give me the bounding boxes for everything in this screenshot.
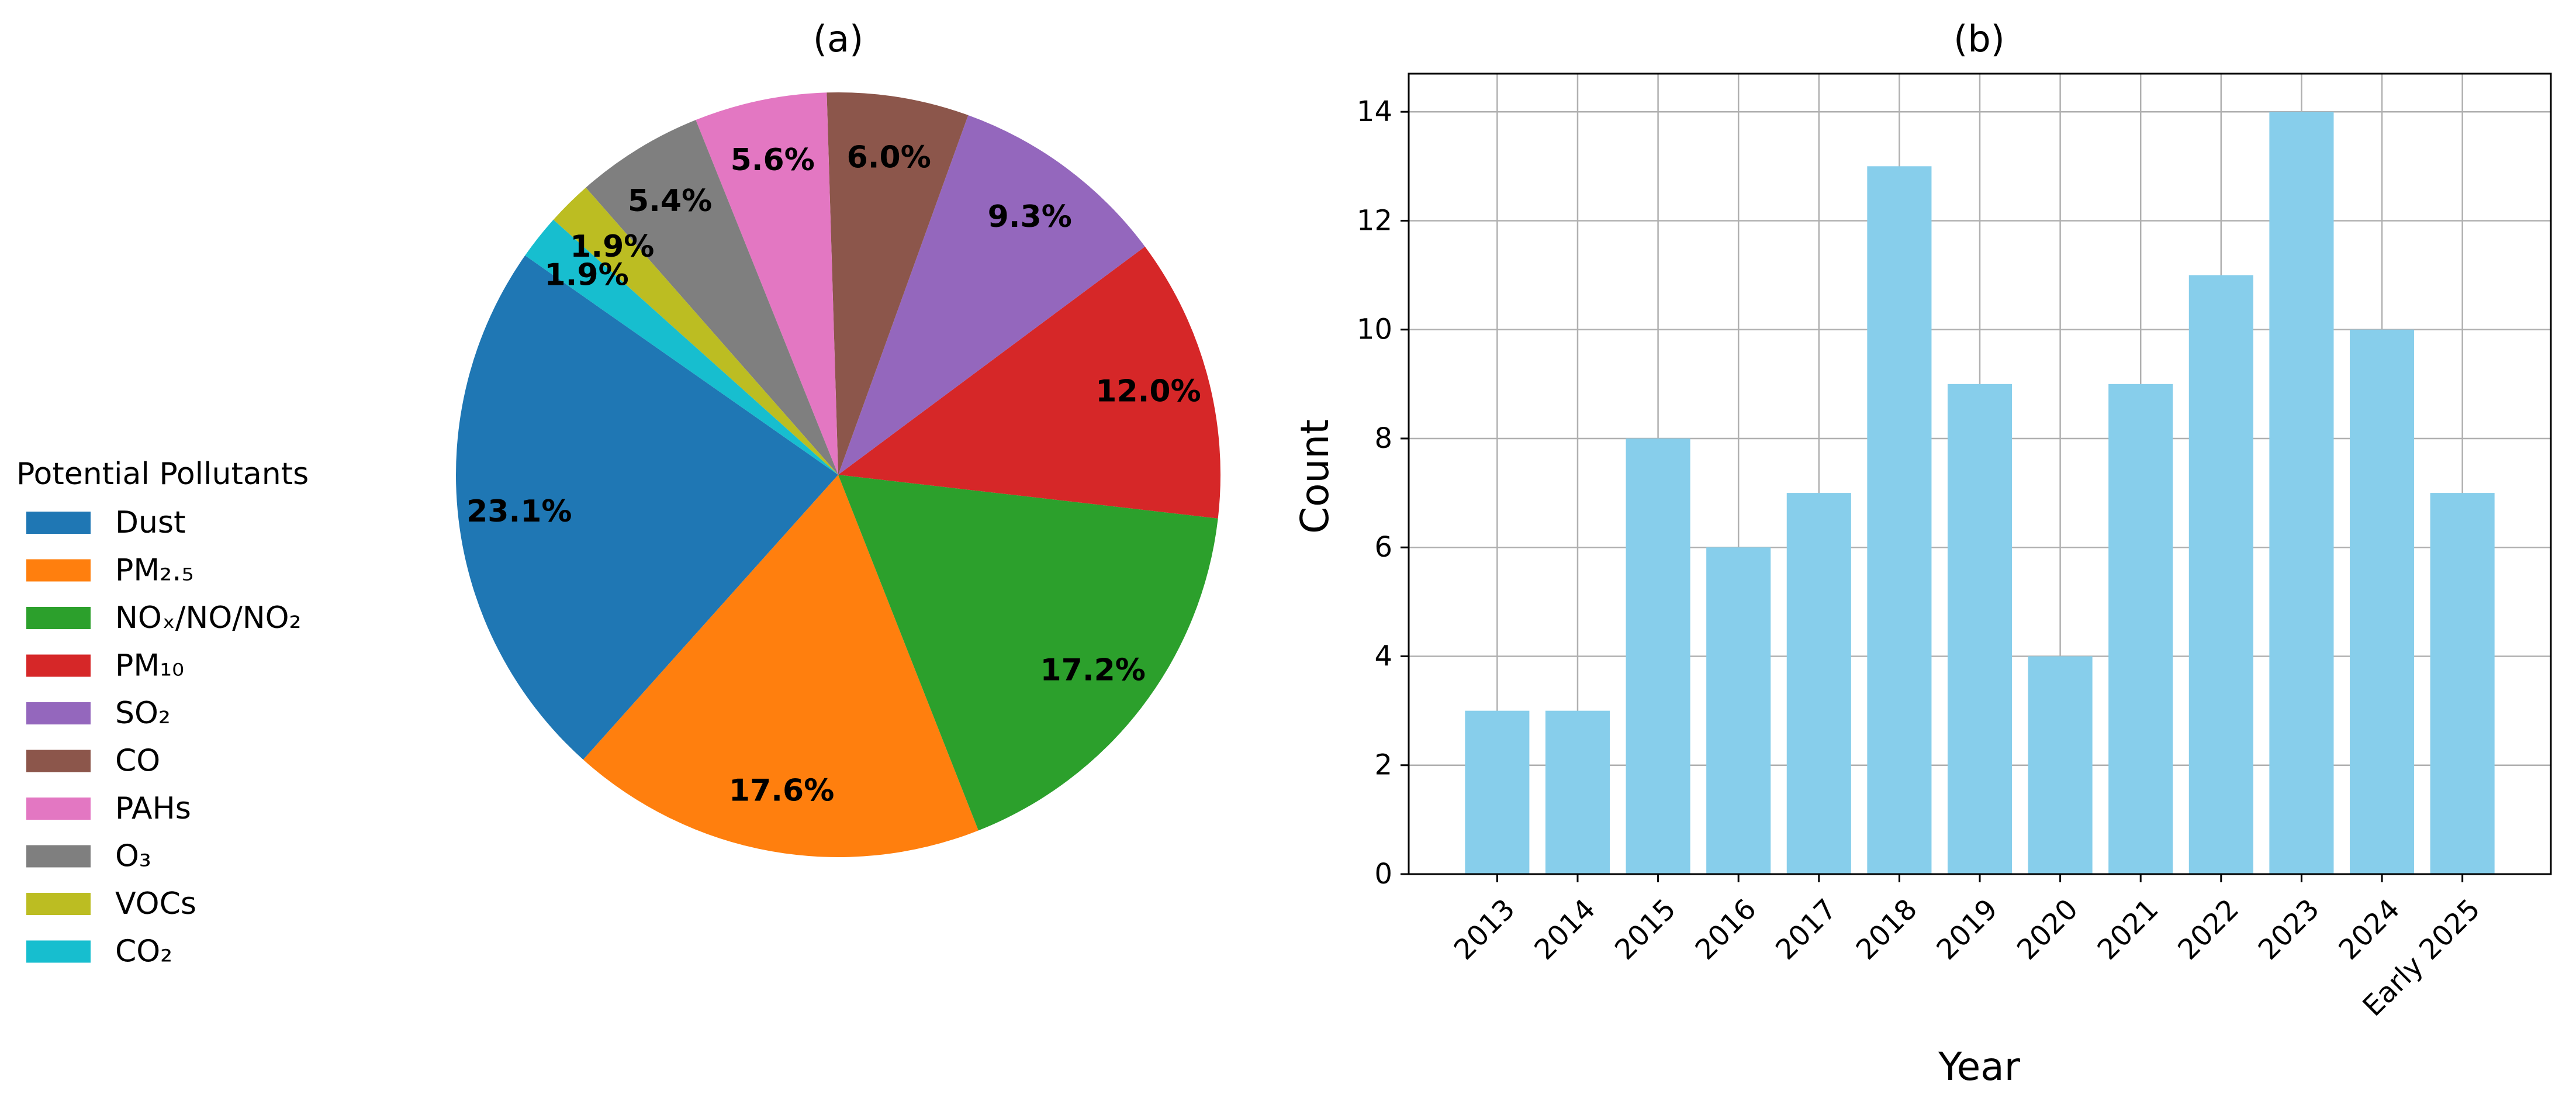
bar-2017 <box>1786 493 1851 874</box>
bar-2013 <box>1465 710 1530 874</box>
bar-2021 <box>2108 384 2173 874</box>
x-tick-label-2017: 2017 <box>1769 893 1843 966</box>
legend-label-co: CO <box>115 744 160 779</box>
legend-title: Potential Pollutants <box>16 457 309 492</box>
x-tick-label-2015: 2015 <box>1609 893 1682 966</box>
bar-2015 <box>1626 438 1690 874</box>
y-tick-label: 12 <box>1357 204 1392 237</box>
pie-chart-panel: (a) 23.1% 17.6% 17.2% 12.0% 9.3% 6.0% 5.6% 5.4%… <box>16 18 1221 969</box>
pie-label-so2: 9.3% <box>988 199 1072 234</box>
x-axis-ticks: 2013 2014 2015 2016 2017 2018 2019 2020 2021 2022… <box>1448 874 2487 1023</box>
legend-label-pm10: PM₁₀ <box>115 648 184 684</box>
pie-slice-vocs <box>553 187 838 475</box>
legend-label-dust: Dust <box>115 505 185 540</box>
y-tick-label: 0 <box>1374 858 1392 890</box>
bar-chart-panel: (b) 0 2 4 6 8 10 12 14 2013 2014 2015 2016 2017 2018… <box>1292 18 2552 1089</box>
bar-2023 <box>2269 112 2334 875</box>
pie-slice-nox-no-no2 <box>838 475 1218 831</box>
y-tick-label: 14 <box>1357 95 1392 128</box>
pie-slice-dust <box>455 255 838 760</box>
pie-slice-pm10 <box>838 246 1221 519</box>
bar-series <box>1465 112 2495 875</box>
x-tick-label-2018: 2018 <box>1850 893 1924 966</box>
pie-label-vocs: 1.9% <box>570 229 654 264</box>
pie-slice-labels: 23.1% 17.6% 17.2% 12.0% 9.3% 6.0% 5.6% 5.4% 1.9%… <box>466 140 1201 809</box>
bar-2016 <box>1706 547 1771 874</box>
y-axis-ticks: 0 2 4 6 8 10 12 14 <box>1357 95 1409 890</box>
legend-swatch-o3 <box>26 845 91 868</box>
legend-label-nox-no-no2: NOₓ/NO/NO₂ <box>115 600 301 636</box>
pie-label-pm2-5: 17.6% <box>729 774 834 809</box>
pie-slice-co <box>827 92 969 475</box>
pie-label-o3: 5.4% <box>628 184 712 219</box>
y-tick-label: 4 <box>1374 640 1392 672</box>
y-tick-label: 10 <box>1357 313 1392 346</box>
bar-2022 <box>2188 275 2253 874</box>
legend-swatch-pahs <box>26 798 91 820</box>
bar-2024 <box>2349 329 2415 874</box>
bar-2014 <box>1545 710 1610 874</box>
legend-label-so2: SO₂ <box>115 696 171 731</box>
x-tick-label-2020: 2020 <box>2011 893 2084 966</box>
pie-slice-co2 <box>525 219 838 475</box>
legend-label-vocs: VOCs <box>115 886 196 921</box>
x-tick-label-2024: 2024 <box>2332 893 2406 966</box>
bar-2018 <box>1867 166 1932 875</box>
pie-slice-so2 <box>838 115 1145 475</box>
x-tick-label-2014: 2014 <box>1528 893 1602 966</box>
pie-label-pahs: 5.6% <box>731 143 815 178</box>
legend-swatch-so2 <box>26 702 91 724</box>
bar-early-2025 <box>2430 493 2495 874</box>
pie-label-co2: 1.9% <box>544 258 628 293</box>
legend-label-o3: O₃ <box>115 839 151 874</box>
y-tick-label: 2 <box>1374 749 1392 782</box>
legend-swatch-dust <box>26 512 91 534</box>
pie-slice-pahs <box>696 92 838 475</box>
legend-label-co2: CO₂ <box>115 934 172 969</box>
bar-2019 <box>1947 384 2013 874</box>
legend-swatch-nox-no-no2 <box>26 607 91 629</box>
pie-slice-o3 <box>586 120 838 475</box>
x-tick-label-2016: 2016 <box>1689 893 1763 966</box>
pie-label-co: 6.0% <box>847 140 931 175</box>
x-tick-label-2022: 2022 <box>2172 893 2245 966</box>
y-tick-label: 8 <box>1374 422 1392 455</box>
pie-label-nox-no-no2: 17.2% <box>1040 653 1145 688</box>
y-axis-label: Count <box>1292 419 1337 534</box>
legend-items: Dust PM₂.₅ NOₓ/NO/NO₂ PM₁₀ SO₂ CO PAHs O₃ VOCs CO… <box>26 505 301 969</box>
legend-swatch-co <box>26 750 91 772</box>
legend-label-pahs: PAHs <box>115 791 191 826</box>
legend-swatch-co2 <box>26 940 91 963</box>
y-tick-label: 6 <box>1374 531 1392 564</box>
bar-2020 <box>2028 656 2093 874</box>
bar-chart-title: (b) <box>1953 18 2005 60</box>
legend-swatch-pm10 <box>26 654 91 677</box>
x-tick-label-2023: 2023 <box>2252 893 2326 966</box>
pie-legend: Potential Pollutants Dust PM₂.₅ NOₓ/NO/NO₂… <box>16 457 309 969</box>
pie-slice-pm2-5 <box>583 475 978 857</box>
x-axis-label: Year <box>1938 1044 2021 1089</box>
legend-swatch-pm2-5 <box>26 559 91 582</box>
pie-chart-title: (a) <box>813 18 863 60</box>
legend-swatch-vocs <box>26 893 91 915</box>
pie-slices <box>455 92 1221 857</box>
x-tick-label-2021: 2021 <box>2091 893 2165 966</box>
x-tick-label-2019: 2019 <box>1930 893 2004 966</box>
x-tick-label-2013: 2013 <box>1448 893 1522 966</box>
pie-label-dust: 23.1% <box>466 494 572 529</box>
pie-label-pm10: 12.0% <box>1095 374 1201 409</box>
legend-label-pm2-5: PM₂.₅ <box>115 553 193 588</box>
